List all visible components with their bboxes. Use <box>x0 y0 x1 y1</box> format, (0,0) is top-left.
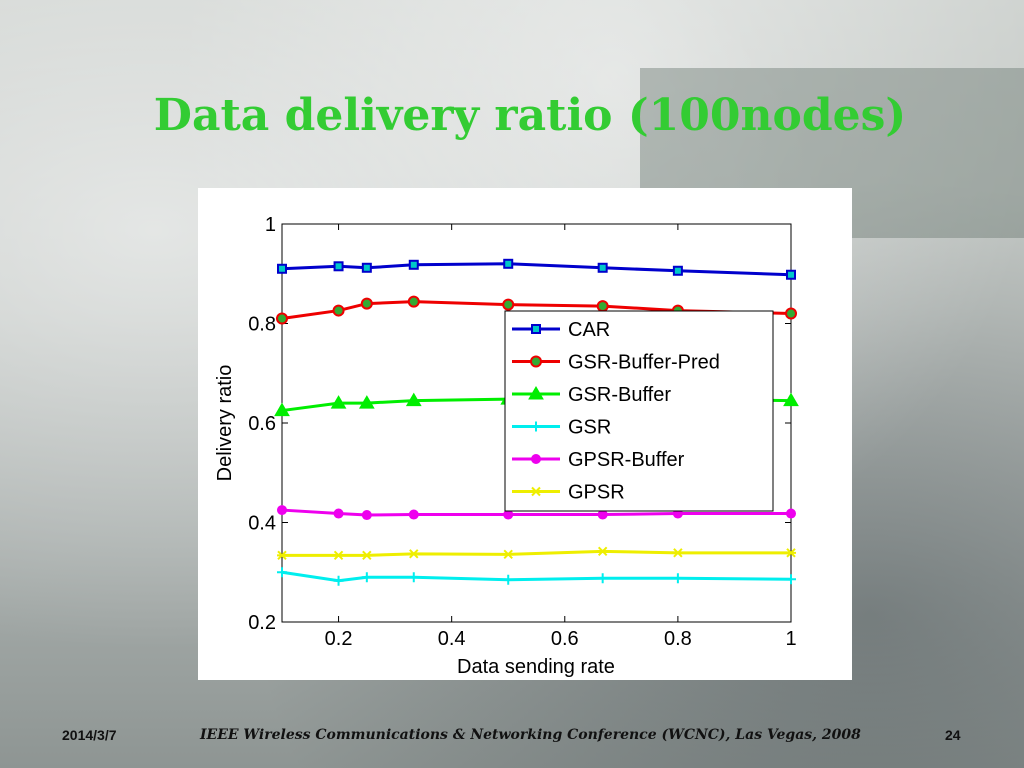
legend-item-gsr-buffer-pred: GSR-Buffer-Pred <box>512 352 720 374</box>
legend-label: GPSR <box>568 482 625 504</box>
data-point-gsr <box>277 567 287 578</box>
series-layer <box>274 258 799 586</box>
data-point-car <box>503 258 514 269</box>
y-tick-label: 1 <box>265 214 276 236</box>
data-point-gsr-buffer-pred <box>502 298 515 311</box>
y-tick-label: 0.2 <box>248 612 276 634</box>
x-tick-label: 0.6 <box>551 628 579 650</box>
data-point-gpsr <box>277 550 287 561</box>
y-tick-label: 0.8 <box>248 314 276 336</box>
data-point-car <box>672 265 683 276</box>
legend-marker <box>531 324 541 334</box>
x-tick-label: 0.4 <box>438 628 466 650</box>
data-point-gsr-buffer <box>274 402 290 417</box>
data-point-gsr-buffer-pred <box>276 312 288 325</box>
legend-item-car: CAR <box>512 319 610 341</box>
data-point-gpsr-buffer <box>408 509 419 520</box>
data-point-gsr <box>408 572 419 583</box>
y-tick-label: 0.6 <box>248 413 276 435</box>
data-point-car <box>786 269 796 280</box>
legend-label: GSR-Buffer-Pred <box>568 352 720 374</box>
data-point-gsr-buffer-pred <box>332 304 345 317</box>
data-point-gpsr <box>503 549 514 560</box>
data-point-gsr-buffer <box>358 395 375 409</box>
legend-label: GSR-Buffer <box>568 384 671 406</box>
data-point-gpsr-buffer <box>277 505 287 516</box>
data-point-gsr <box>672 573 683 584</box>
footer-date: 2014/3/7 <box>62 727 117 743</box>
data-point-gpsr <box>333 550 344 561</box>
series-gpsr <box>277 546 796 561</box>
legend-marker <box>531 421 541 432</box>
data-point-car <box>597 262 608 273</box>
series-car <box>277 258 796 280</box>
y-axis-ticks: 0.2 0.4 0.6 0.8 1 <box>248 214 791 634</box>
data-point-car <box>277 263 287 274</box>
data-point-gpsr <box>786 548 796 558</box>
y-axis-label: Delivery ratio <box>214 365 236 482</box>
data-point-gsr-buffer <box>330 395 347 409</box>
legend-marker <box>531 486 541 497</box>
data-point-gpsr <box>597 546 608 557</box>
data-point-gsr <box>361 572 372 583</box>
data-point-gpsr-buffer <box>786 508 796 519</box>
legend-box <box>504 310 774 512</box>
data-point-gsr-buffer-pred <box>360 297 373 310</box>
data-point-gsr-buffer <box>783 392 799 407</box>
x-tick-label: 0.2 <box>325 628 353 650</box>
data-point-gsr-buffer-pred <box>785 307 797 320</box>
legend-marker <box>528 386 544 400</box>
x-tick-label: 1 <box>785 628 796 650</box>
legend-label: GPSR-Buffer <box>568 449 685 471</box>
data-point-gpsr <box>361 550 372 561</box>
data-point-gsr <box>333 575 344 586</box>
data-point-car <box>408 259 419 270</box>
series-gpsr-buffer <box>277 505 796 521</box>
x-tick-label: 0.8 <box>664 628 692 650</box>
legend-item-gsr-buffer: GSR-Buffer <box>512 384 671 406</box>
chart-panel: 0.2 0.4 0.6 0.8 1 0.2 0.4 0.6 0.8 1 Data sending… <box>198 188 852 680</box>
slide-title: Data delivery ratio (100nodes) <box>153 90 907 141</box>
y-tick-label: 0.4 <box>248 513 276 535</box>
footer-conference: IEEE Wireless Communications & Networkin… <box>200 727 861 743</box>
legend-label: GSR <box>568 417 611 439</box>
data-point-gpsr <box>672 548 683 558</box>
series-gsr-buffer-pred <box>276 295 797 325</box>
data-point-gpsr-buffer <box>333 508 344 519</box>
data-point-car <box>333 261 344 272</box>
legend-item-gpsr: GPSR <box>512 482 625 504</box>
data-point-gsr <box>503 574 514 585</box>
data-point-gpsr-buffer <box>361 510 372 521</box>
data-point-gpsr <box>408 549 419 559</box>
delivery-ratio-chart: 0.2 0.4 0.6 0.8 1 0.2 0.4 0.6 0.8 1 Data sending… <box>214 214 799 678</box>
x-axis-ticks: 0.2 0.4 0.6 0.8 1 <box>325 224 797 650</box>
legend-label: CAR <box>568 319 610 341</box>
data-point-gsr <box>597 573 608 584</box>
legend-item-gpsr-buffer: GPSR-Buffer <box>512 449 685 471</box>
x-axis-label: Data sending rate <box>457 656 615 678</box>
page-number: 24 <box>945 727 961 743</box>
data-point-gsr-buffer-pred <box>596 300 609 313</box>
data-point-gsr-buffer <box>405 392 422 407</box>
legend-marker <box>531 454 541 464</box>
data-point-car <box>361 262 372 273</box>
legend-marker <box>530 355 542 368</box>
data-point-gsr-buffer-pred <box>407 295 420 308</box>
legend-item-gsr: GSR <box>512 417 611 439</box>
chart-legend: CAR GSR-Buffer-Pred GSR-Buffer GSR GPSR-Buff… <box>504 310 774 512</box>
data-point-gsr <box>786 574 796 585</box>
series-gsr <box>277 567 796 586</box>
